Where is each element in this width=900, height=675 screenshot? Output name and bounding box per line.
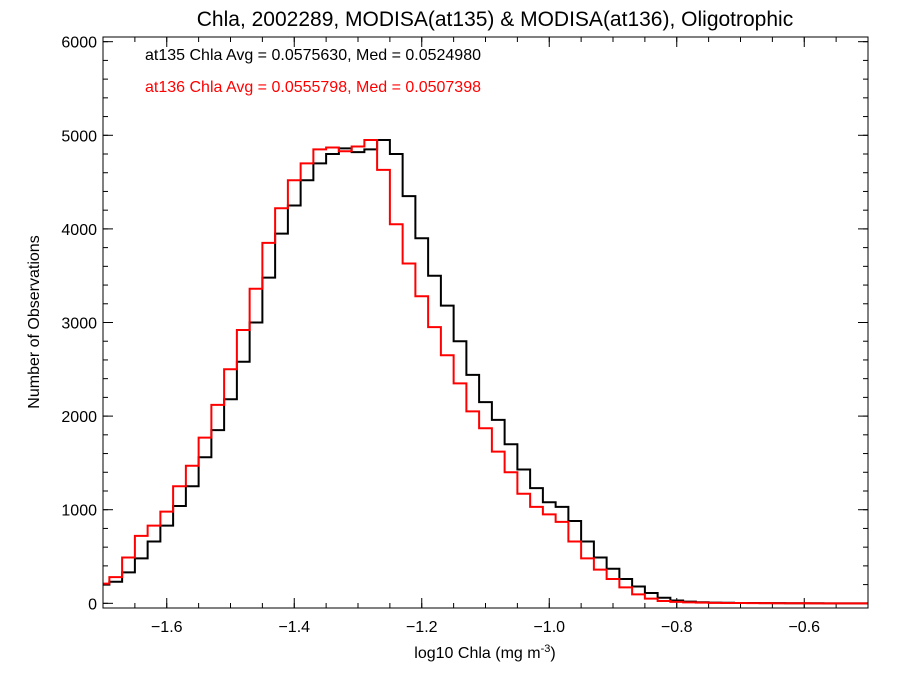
y-tick-label: 0 bbox=[88, 596, 97, 613]
x-axis-label: log10 Chla (mg m-3) bbox=[414, 643, 555, 662]
x-axis-label-end: ) bbox=[550, 645, 555, 662]
x-tick-label: −0.8 bbox=[661, 619, 693, 636]
x-tick-label: −0.6 bbox=[788, 619, 820, 636]
plot-frame bbox=[102, 36, 869, 609]
y-tick-label: 2000 bbox=[61, 409, 97, 426]
x-tick-label: −1.6 bbox=[151, 619, 183, 636]
x-tick-label: −1.0 bbox=[533, 619, 565, 636]
x-tick-label: −1.2 bbox=[406, 619, 438, 636]
y-tick-label: 1000 bbox=[61, 503, 97, 520]
y-tick-label: 3000 bbox=[61, 316, 97, 333]
series-at135-line bbox=[103, 138, 868, 605]
annotation-at135: at135 Chla Avg = 0.0575630, Med = 0.0524… bbox=[145, 47, 481, 64]
y-tick-label: 5000 bbox=[61, 128, 97, 145]
y-axis-label: Number of Observations bbox=[26, 235, 43, 408]
plot-series bbox=[103, 138, 868, 605]
axis-ticks: −1.6 −1.4 −1.2 −1.0 −0.8 −0.6 0 1000 2000 3000 400… bbox=[61, 35, 869, 636]
y-tick-label: 6000 bbox=[61, 35, 97, 52]
y-tick-label: 4000 bbox=[61, 222, 97, 239]
x-axis-label-sup: -3 bbox=[541, 643, 551, 655]
x-tick-label: −1.4 bbox=[278, 619, 310, 636]
chart-title: Chla, 2002289, MODISA(at135) & MODISA(at… bbox=[197, 8, 793, 31]
series-at136-line bbox=[103, 138, 868, 605]
annotation-at136: at136 Chla Avg = 0.0555798, Med = 0.0507… bbox=[145, 79, 481, 96]
